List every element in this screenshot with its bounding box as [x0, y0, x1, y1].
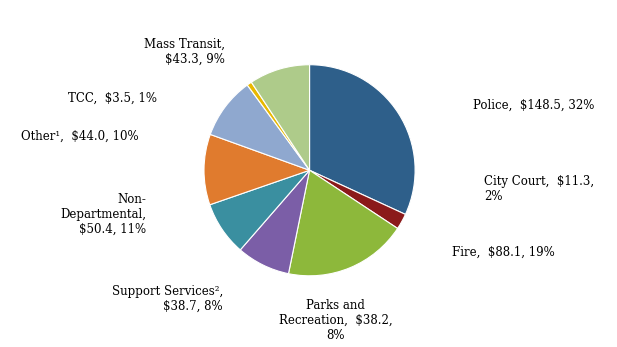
- Wedge shape: [289, 170, 397, 276]
- Text: Police,  $148.5, 32%: Police, $148.5, 32%: [473, 98, 595, 111]
- Wedge shape: [310, 170, 405, 228]
- Text: City Court,  $11.3,
2%: City Court, $11.3, 2%: [484, 175, 594, 203]
- Wedge shape: [204, 134, 310, 205]
- Wedge shape: [210, 85, 310, 170]
- Text: Support Services²,
$38.7, 8%: Support Services², $38.7, 8%: [112, 285, 223, 313]
- Wedge shape: [251, 65, 310, 170]
- Text: Non-
Departmental,
$50.4, 11%: Non- Departmental, $50.4, 11%: [60, 193, 146, 236]
- Text: Mass Transit,
$43.3, 9%: Mass Transit, $43.3, 9%: [144, 38, 225, 66]
- Text: Parks and
Recreation,  $38.2,
8%: Parks and Recreation, $38.2, 8%: [279, 299, 393, 342]
- Wedge shape: [210, 170, 310, 250]
- Wedge shape: [240, 170, 310, 274]
- Text: Fire,  $88.1, 19%: Fire, $88.1, 19%: [452, 246, 555, 259]
- Text: Other¹,  $44.0, 10%: Other¹, $44.0, 10%: [21, 130, 139, 143]
- Text: TCC,  $3.5, 1%: TCC, $3.5, 1%: [67, 92, 157, 105]
- Wedge shape: [247, 82, 310, 170]
- Wedge shape: [310, 65, 415, 214]
